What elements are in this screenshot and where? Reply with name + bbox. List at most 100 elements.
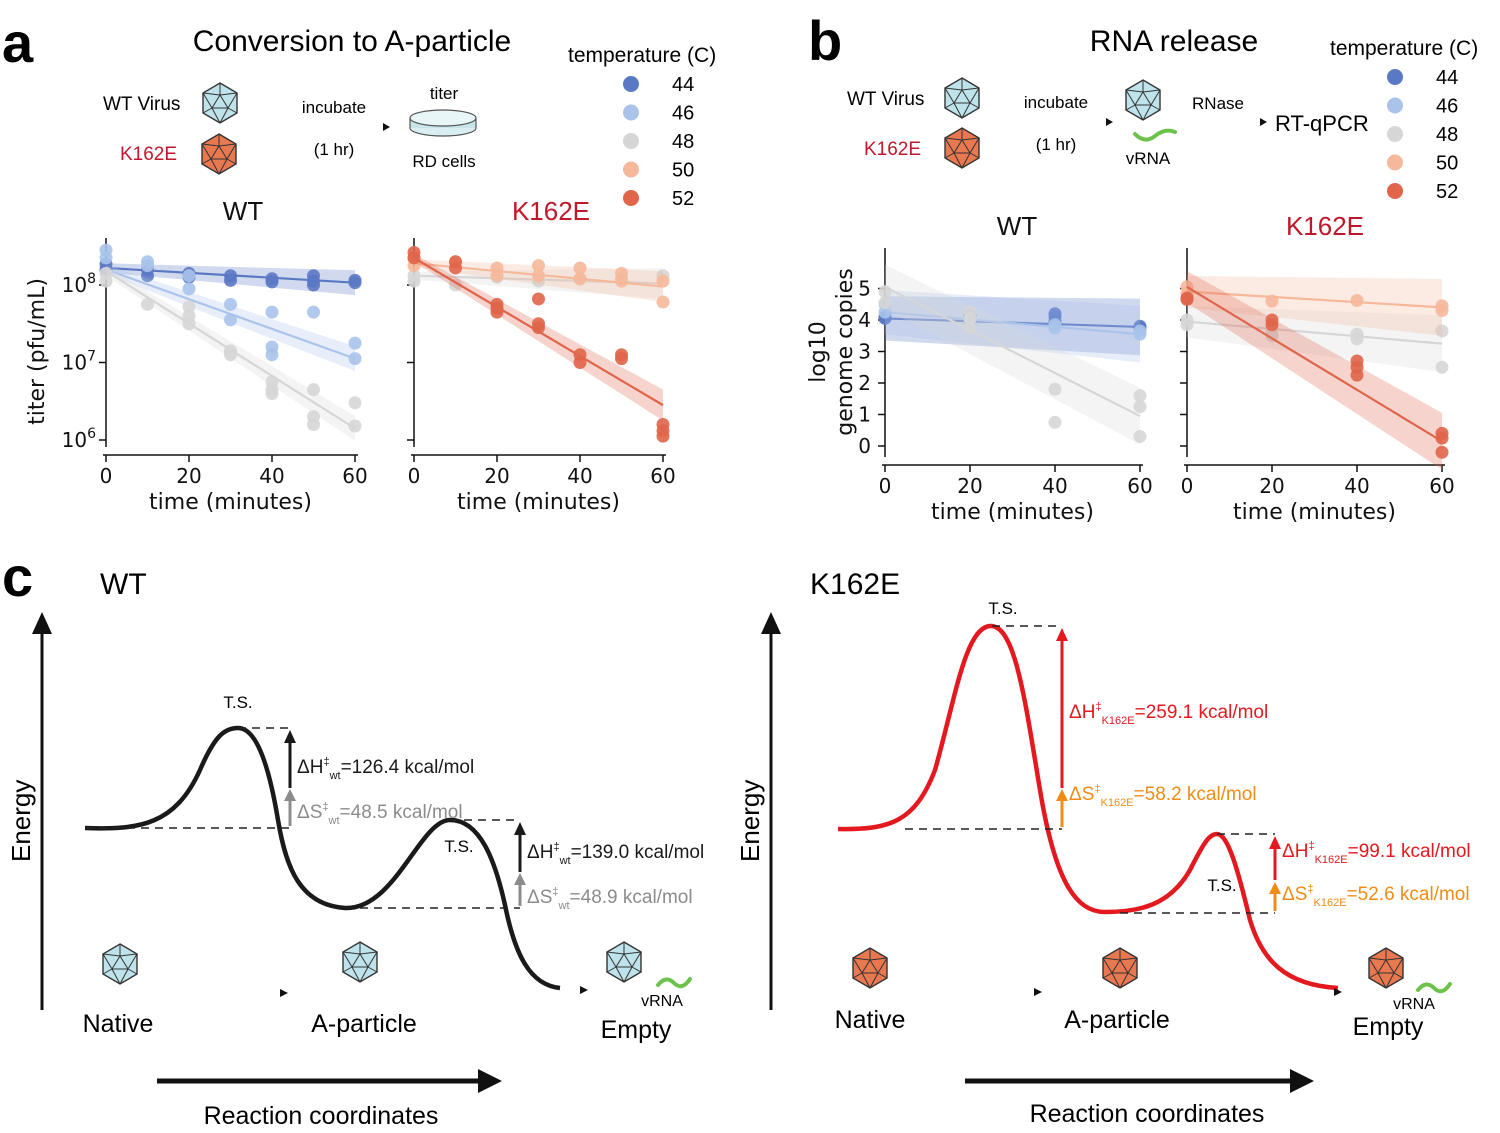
data-point-52 (532, 321, 545, 335)
x-axis-label: time (minutes) (931, 500, 1094, 525)
data-point-50 (656, 274, 670, 288)
data-point-50 (1265, 294, 1279, 308)
data-point-52 (1435, 431, 1449, 445)
legend-swatch-48 (623, 133, 639, 149)
ds-label-wt-2: ΔS‡wt=48.9 kcal/mol (527, 886, 693, 912)
mutant-capsid-icon-b (944, 127, 980, 169)
data-point-50 (656, 295, 670, 309)
a-particle-capsid-icon-k162e (1102, 947, 1138, 989)
y-tick-label: 4 (858, 308, 871, 332)
y-tick-label: 108 (62, 271, 96, 297)
x-tick-label: 0 (408, 464, 421, 488)
fit-line-48 (884, 285, 1141, 418)
legend-label-50: 50 (1436, 153, 1458, 175)
panel-a-wt-label: WT Virus (103, 94, 180, 115)
data-point-44 (141, 269, 154, 283)
dh-label-wt-2: ΔH‡wt=139.0 kcal/mol (527, 841, 704, 867)
ts2-label-k162e: T.S. (1207, 876, 1236, 895)
data-point-52 (656, 429, 670, 443)
legend-label-52: 52 (1436, 181, 1458, 203)
ds-label-wt-1: ΔS‡wt=48.5 kcal/mol (297, 801, 463, 827)
y-tick-label: 106 (62, 426, 96, 452)
ts1-label-wt: T.S. (223, 693, 252, 712)
x-tick-label: 40 (1344, 474, 1369, 498)
state-empty-k162e: Empty (1353, 1013, 1424, 1041)
legend-b: temperature (C) 44 46 48 50 52 (1330, 37, 1478, 203)
energy-diagram-wt: WT Energy T.S. T.S. ΔH‡wt=126.4 kcal/mol… (6, 568, 704, 1130)
vrna-label-wt: vRNA (641, 993, 683, 1010)
data-point-46 (348, 336, 362, 350)
vrna-label-k162e: vRNA (1393, 996, 1435, 1013)
data-point-48 (1048, 382, 1062, 396)
panel-letter-c: c (2, 545, 33, 608)
legend-swatch-48 (1387, 126, 1403, 142)
ds-arrow-head-k162e-1 (1056, 789, 1068, 801)
data-point-52 (1350, 368, 1364, 382)
dh-label-k162e-2: ΔH‡K162E=99.1 kcal/mol (1282, 840, 1471, 866)
legend-swatch-52 (1387, 183, 1403, 199)
reaction-axis-head-k162e (1290, 1069, 1314, 1093)
wt-capsid-icon (202, 82, 238, 124)
x-axis-label: time (minutes) (149, 490, 312, 515)
dh-arrow-head-wt-1 (284, 730, 296, 743)
reaction-axis-head-wt (478, 1069, 502, 1093)
chart-title: WT (223, 196, 264, 226)
data-point-50 (490, 269, 504, 283)
y-tick-label: 0 (858, 434, 871, 458)
x-tick-label: 40 (567, 464, 592, 488)
panel-letter-b: b (808, 9, 842, 72)
data-point-50 (532, 259, 545, 273)
legend-swatch-50 (1387, 154, 1403, 171)
data-point-44 (224, 273, 237, 287)
chart-title: K162E (1286, 211, 1364, 241)
chart-b-wt: WT 0 20 40 60 time (minutes) 0 1 2 3 4 5 log10 genome… (806, 211, 1153, 525)
diagram-wt-title: WT (100, 568, 147, 601)
legend-b-title: temperature (C) (1330, 37, 1478, 60)
energy-diagram-k162e: K162E Energy T.S. T.S. ΔH‡K162E=259.1 kc… (735, 568, 1471, 1128)
data-point-46 (307, 305, 320, 319)
data-point-48 (99, 274, 113, 288)
incubate-arrow-head-b (1106, 118, 1113, 126)
legend-swatch-50 (623, 161, 639, 178)
panel-letter-a: a (2, 11, 34, 74)
data-point-44 (307, 278, 320, 292)
data-point-48 (1180, 318, 1194, 332)
data-point-46 (878, 305, 892, 319)
rna-strand-icon-wt (656, 977, 692, 989)
data-point-46 (182, 282, 196, 296)
data-point-46 (141, 259, 154, 273)
native-to-a-arrow-head-wt (280, 989, 288, 997)
data-point-50 (573, 272, 587, 286)
data-point-44 (265, 275, 279, 289)
x-tick-label: 40 (259, 464, 284, 488)
data-point-52 (449, 261, 462, 275)
energy-axis-head-wt (32, 612, 52, 634)
fit-band-48 (1187, 305, 1442, 372)
x-axis-label: time (minutes) (1233, 500, 1396, 525)
x-tick-label: 40 (1042, 474, 1067, 498)
data-point-48 (224, 348, 237, 362)
y-axis-label: titer (pfu/mL) (25, 278, 50, 425)
fit-band-50 (1187, 275, 1442, 336)
x-tick-label: 60 (1429, 474, 1454, 498)
legend-swatch-44 (1387, 69, 1403, 85)
data-point-48 (963, 311, 977, 325)
legend-label-46: 46 (672, 103, 694, 125)
empty-capsid-icon-wt (606, 941, 642, 983)
state-a-particle-k162e: A-particle (1064, 1006, 1170, 1034)
chart-title: WT (997, 211, 1038, 241)
x-tick-label: 0 (879, 474, 892, 498)
y-axis-label: log10 (806, 321, 831, 383)
data-point-50 (1350, 293, 1364, 307)
data-point-46 (99, 251, 113, 265)
empty-capsid-icon-k162e (1368, 947, 1404, 989)
legend-label-44: 44 (672, 74, 694, 96)
chart-title: K162E (512, 196, 590, 226)
legend-label-52: 52 (672, 188, 694, 210)
incubate-label-b: incubate (1024, 93, 1088, 112)
data-point-52 (532, 292, 545, 306)
data-point-48 (182, 317, 196, 331)
data-point-48 (407, 274, 421, 288)
x-tick-label: 0 (100, 464, 113, 488)
titer-label: titer (430, 84, 459, 103)
